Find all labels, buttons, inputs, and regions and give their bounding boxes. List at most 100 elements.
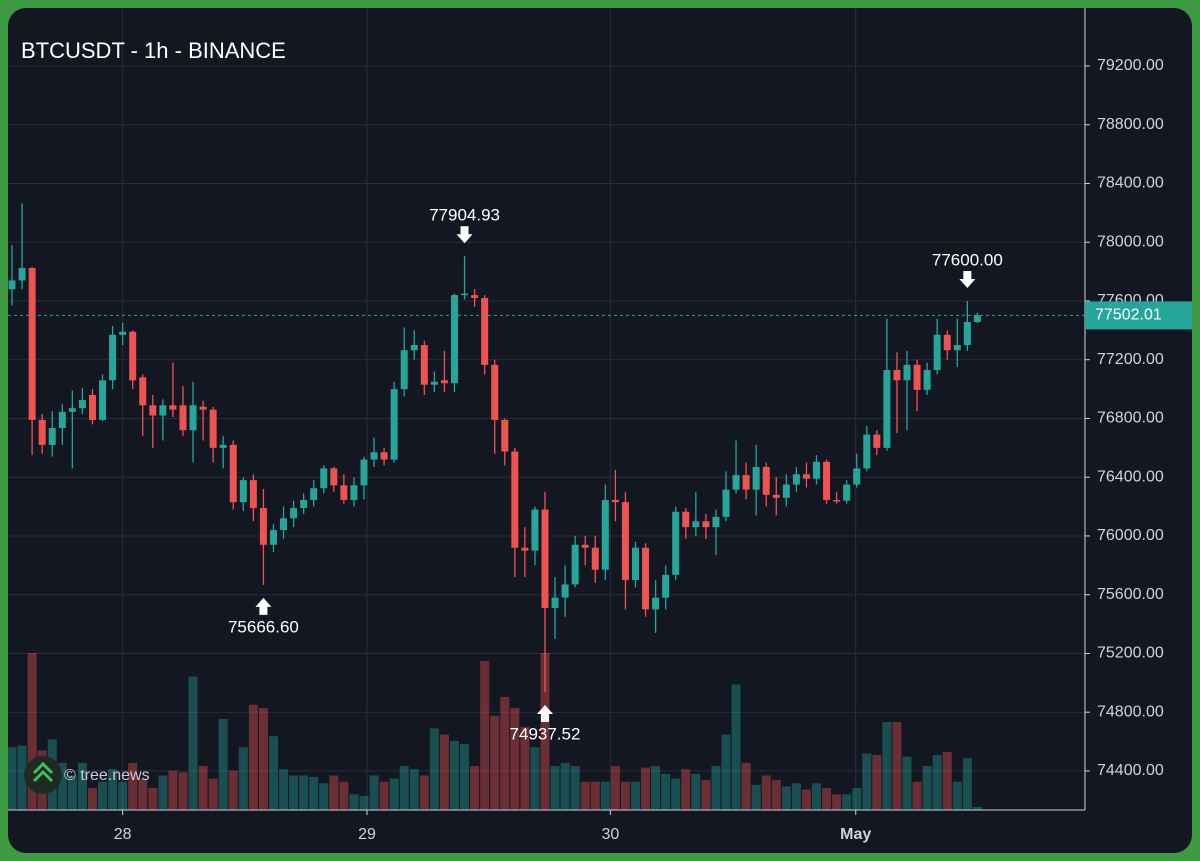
volume-bar [852,788,862,810]
candle-body [642,547,650,610]
candle-body [109,334,117,381]
volume-bar [661,773,671,810]
candle-body [541,509,549,608]
watermark: © tree.news [64,767,150,784]
y-tick-label: 76000.00 [1097,527,1164,544]
candle-body [591,547,599,570]
candle-body [179,405,187,431]
candle-body [199,406,207,410]
candle-body [631,547,639,581]
volume-bar [711,766,721,810]
volume-bar [962,758,972,810]
volume-bar [600,781,610,810]
volume-bar [339,781,349,810]
candle-body [139,377,147,406]
volume-bar [892,722,902,810]
candle-body [249,480,257,509]
annotation-label: 74937.52 [510,724,581,743]
volume-bar [329,775,339,810]
annotation-label: 77600.00 [932,250,1003,269]
candle-body [129,331,137,381]
volume-bar [812,783,822,810]
volume-bar [319,783,329,810]
volume-bar [429,728,439,810]
candle-body [682,511,690,528]
candle-body [712,516,720,528]
candle-body [561,584,569,598]
candle-body [471,295,479,299]
candle-body [280,518,288,531]
volume-bar [580,781,590,810]
volume-bar [399,766,409,810]
candle-body [923,370,931,390]
volume-bar [641,767,651,810]
volume-bar [882,722,892,810]
candle-body [169,405,177,410]
volume-bar [540,653,550,810]
candle-body [531,509,539,551]
candle-body [893,370,901,381]
volume-bar [681,769,691,810]
y-tick-label: 76800.00 [1097,410,1164,427]
candle-body [18,267,26,281]
candle-body [772,494,780,498]
volume-bar [27,653,37,810]
volume-bar [590,781,600,810]
candle-body [88,394,96,420]
volume-bar [57,762,67,810]
volume-bar [761,775,771,810]
volume-bar [108,769,118,810]
volume-bar [87,788,97,810]
candle-body [752,466,760,490]
candle-body [8,280,16,290]
candle-body [551,597,559,608]
volume-bar [188,676,198,810]
volume-bar [299,775,309,810]
candle-body [239,480,247,503]
x-tick-label: May [840,826,871,843]
last-price-box [1085,301,1192,330]
annotation-label: 75666.60 [228,617,299,636]
volume-bar [17,745,27,810]
candle-body [511,451,519,548]
y-tick-label: 74400.00 [1097,762,1164,779]
volume-bar [520,726,530,810]
volume-bar [389,778,399,810]
volume-bar [208,778,218,810]
volume-bar [550,766,560,810]
candle-body [833,499,841,502]
candle-body [742,475,750,490]
y-tick-label: 78000.00 [1097,233,1164,250]
volume-bar [480,660,490,810]
volume-bar [409,769,419,810]
volume-bar [369,775,379,810]
volume-bar [630,781,640,810]
x-tick-label: 29 [358,826,376,843]
volume-bar [158,775,168,810]
volume-bar [449,740,459,810]
volume-bar [651,766,661,810]
volume-bar [751,784,761,810]
volume-bar [530,747,540,810]
candle-body [269,530,277,545]
candle-body [99,380,107,420]
candle-body [933,334,941,371]
volume-bar [500,696,510,810]
candle-body [601,499,609,570]
annotation-arrow [959,270,976,288]
candle-body [259,508,267,545]
x-tick-label: 30 [601,826,619,843]
volume-bar [470,766,480,810]
candle-body [662,574,670,598]
volume-bar [138,778,148,810]
candle-body [290,508,298,519]
candle-body [320,468,328,489]
candle-body [963,321,971,346]
candle-body [722,489,730,517]
volume-bar [942,751,952,810]
candle-body [149,405,157,416]
candle-body [360,459,368,486]
y-tick-label: 74800.00 [1097,703,1164,720]
candle-body [621,502,629,581]
